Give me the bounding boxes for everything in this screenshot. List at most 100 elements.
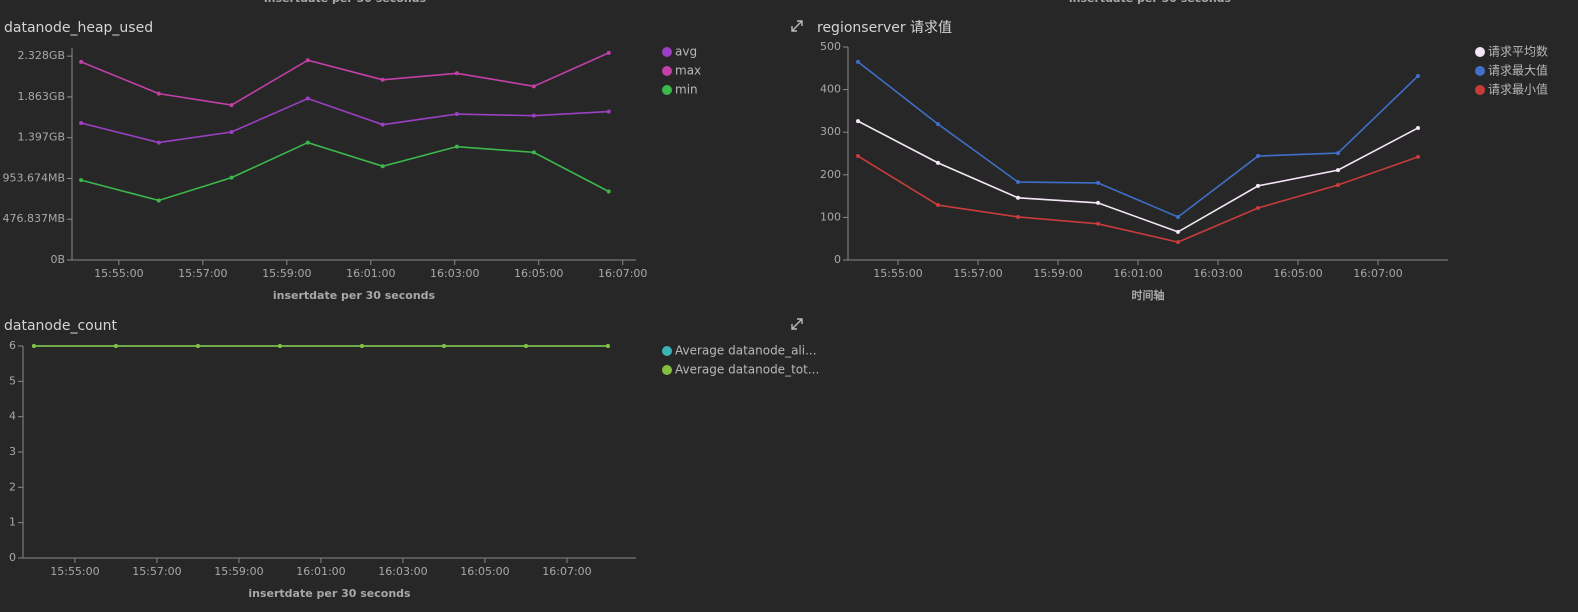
data-point	[856, 119, 860, 124]
y-tick-label: 400	[820, 83, 841, 96]
legend-item[interactable]: avg	[662, 45, 697, 59]
data-point	[1256, 206, 1260, 211]
legend-item[interactable]: 请求最小值	[1475, 82, 1548, 97]
chart-panel: datanode_count 0 1 2 3 4 5 6 15:55:00 15:57:00 15:…	[4, 318, 819, 600]
data-point	[156, 140, 161, 145]
x-axis-title: insertdate per 30 seconds	[273, 289, 436, 302]
legend-swatch	[662, 85, 672, 95]
data-point	[1176, 240, 1180, 245]
y-tick-label: 3	[9, 445, 16, 458]
series-line	[857, 61, 1419, 218]
data-point	[1176, 229, 1180, 234]
data-point	[380, 122, 385, 127]
chart-panel: datanode_heap_used 0B 476.837MB 953.674MB 1.…	[2, 20, 701, 302]
x-tick-label: 15:59:00	[214, 565, 263, 578]
data-point	[1016, 195, 1020, 200]
x-tick-label: 16:05:00	[460, 565, 509, 578]
data-point	[229, 103, 234, 108]
x-tick-label: 15:55:00	[50, 565, 99, 578]
y-tick-label: 500	[820, 40, 841, 53]
data-point	[1256, 183, 1260, 188]
data-point	[1256, 154, 1260, 159]
data-point	[1416, 125, 1420, 130]
legend-item[interactable]: max	[662, 64, 701, 78]
data-point	[606, 109, 611, 114]
data-point	[606, 189, 611, 194]
x-tick-label: 15:55:00	[94, 267, 143, 280]
data-point	[79, 59, 84, 64]
cut-off-axis-label: insertdate per 30 seconds	[1069, 0, 1232, 5]
legend-label: Average datanode_ali...	[675, 344, 817, 358]
data-point	[1336, 168, 1340, 173]
legend-swatch	[1475, 47, 1485, 57]
y-tick-label: 0	[834, 253, 841, 266]
y-tick-label: 953.674MB	[2, 171, 65, 184]
data-point	[229, 129, 234, 134]
x-tick-label: 16:03:00	[430, 267, 479, 280]
x-axis-title: insertdate per 30 seconds	[248, 587, 411, 600]
x-tick-label: 16:03:00	[1193, 267, 1242, 280]
data-point	[454, 144, 459, 149]
legend-label: 请求平均数	[1488, 44, 1548, 59]
data-point	[531, 84, 536, 89]
y-tick-label: 2	[9, 480, 16, 493]
data-point	[454, 112, 459, 117]
expand-icon[interactable]	[791, 318, 803, 330]
x-tick-label: 16:03:00	[378, 565, 427, 578]
y-tick-label: 4	[9, 410, 16, 423]
expand-icon-glyph	[791, 20, 803, 32]
data-point	[79, 121, 84, 126]
series-line	[80, 97, 609, 144]
y-tick-label: 0B	[50, 253, 65, 266]
chart-title: datanode_heap_used	[4, 20, 153, 36]
y-tick-label: 300	[820, 125, 841, 138]
x-tick-label: 15:57:00	[953, 267, 1002, 280]
series-line	[80, 52, 610, 106]
y-tick-label: 1.863GB	[17, 90, 65, 103]
expand-icon-glyph	[791, 318, 803, 330]
data-point	[305, 58, 310, 63]
chart-panel: regionserver 请求值 0 100 200 300 400 500 15:55:00…	[817, 20, 1548, 302]
legend-label: 请求最大值	[1488, 63, 1548, 78]
x-tick-label: 16:05:00	[1273, 267, 1322, 280]
data-point	[79, 178, 84, 183]
legend-label: Average datanode_tot...	[675, 363, 819, 377]
legend-label: max	[675, 64, 701, 78]
data-point	[113, 344, 118, 348]
chart-title: datanode_count	[4, 318, 117, 334]
data-point	[1016, 214, 1020, 219]
data-point	[195, 344, 200, 348]
x-tick-label: 15:59:00	[262, 267, 311, 280]
data-point	[936, 122, 940, 127]
expand-icon[interactable]	[791, 20, 803, 32]
y-tick-label: 2.328GB	[17, 49, 65, 62]
x-tick-label: 16:07:00	[542, 565, 591, 578]
x-tick-label: 16:07:00	[1353, 267, 1402, 280]
data-point	[1016, 180, 1020, 185]
x-tick-label: 15:57:00	[132, 565, 181, 578]
legend-item[interactable]: Average datanode_tot...	[662, 363, 819, 377]
y-tick-label: 100	[820, 210, 841, 223]
legend-swatch	[662, 66, 672, 76]
data-point	[305, 140, 310, 145]
x-tick-label: 16:01:00	[296, 565, 345, 578]
data-point	[1416, 73, 1420, 78]
data-point	[523, 344, 528, 348]
data-point	[936, 203, 940, 208]
data-point	[1176, 214, 1180, 219]
data-point	[856, 59, 860, 64]
legend-item[interactable]: Average datanode_ali...	[662, 344, 817, 358]
data-point	[156, 198, 161, 203]
legend-item[interactable]: 请求平均数	[1475, 44, 1548, 59]
y-tick-label: 0	[9, 551, 16, 564]
y-tick-label: 1	[9, 516, 16, 529]
legend-item[interactable]: 请求最大值	[1475, 63, 1548, 78]
data-point	[531, 113, 536, 118]
legend-swatch	[662, 346, 672, 356]
legend-item[interactable]: min	[662, 83, 698, 97]
series-line	[857, 120, 1419, 233]
legend-swatch	[1475, 85, 1485, 95]
data-point	[31, 344, 36, 348]
